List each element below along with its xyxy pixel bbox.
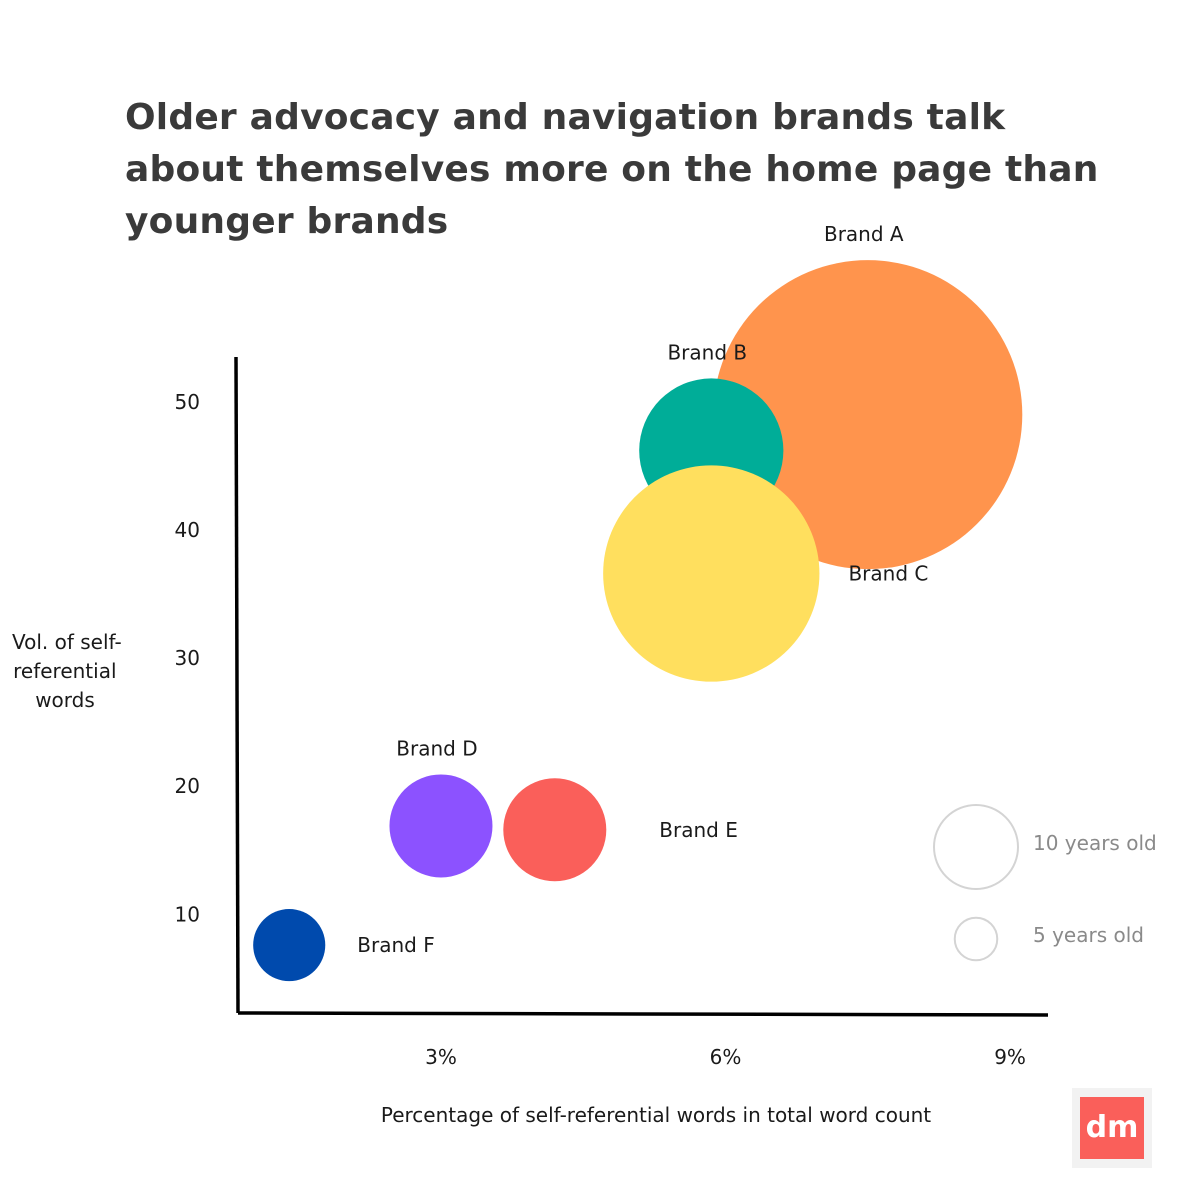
size-legend: 10 years old 5 years old: [933, 804, 1157, 962]
y-axis-label-line-1: Vol. of self-: [12, 630, 122, 654]
brand-c-label: Brand C: [848, 562, 928, 586]
dm-logo: dm: [1072, 1088, 1152, 1168]
brand-e-label: Brand E: [659, 818, 738, 842]
bubble-labels: Brand A Brand B Brand C Brand D Brand E Brand…: [357, 222, 928, 957]
x-axis-line: [237, 1011, 1049, 1017]
dm-logo-mark: dm: [1080, 1097, 1144, 1159]
brand-d-bubble: [389, 774, 493, 878]
brand-c-bubble: [603, 465, 820, 682]
legend-label-5-years: 5 years old: [1033, 923, 1144, 947]
y-tick-labels: 10 20 30 40 50: [175, 390, 200, 927]
x-tick-label-3: 3%: [425, 1045, 457, 1069]
bubbles: [253, 260, 1023, 982]
y-axis-label: Vol. of self- referential words: [12, 630, 128, 712]
chart-title: Older advocacy and navigation brands tal…: [125, 97, 1099, 242]
y-tick-label-40: 40: [175, 518, 200, 542]
y-tick-label-30: 30: [175, 646, 200, 670]
brand-d-label: Brand D: [396, 736, 477, 760]
y-tick-label-50: 50: [175, 390, 200, 414]
brand-f-bubble: [253, 909, 326, 982]
legend-circle-5-years: [953, 916, 999, 962]
y-tick-label-20: 20: [175, 774, 200, 798]
x-tick-labels: 3% 6% 9%: [425, 1045, 1026, 1069]
x-tick-label-9: 9%: [994, 1045, 1026, 1069]
brand-b-label: Brand B: [667, 340, 747, 364]
brand-f-label: Brand F: [357, 933, 434, 957]
brand-e-bubble: [503, 778, 607, 882]
y-axis-label-line-3: words: [35, 688, 95, 712]
x-tick-label-6: 6%: [710, 1045, 742, 1069]
x-axis-label: Percentage of self-referential words in …: [381, 1103, 931, 1127]
y-axis-line: [234, 356, 240, 1014]
legend-label-10-years: 10 years old: [1033, 831, 1157, 855]
y-tick-label-10: 10: [175, 902, 200, 926]
y-axis-label-line-2: referential: [13, 659, 116, 683]
brand-a-bubble: [713, 260, 1023, 570]
legend-circle-10-years: [933, 804, 1019, 890]
brand-a-label: Brand A: [824, 222, 904, 246]
